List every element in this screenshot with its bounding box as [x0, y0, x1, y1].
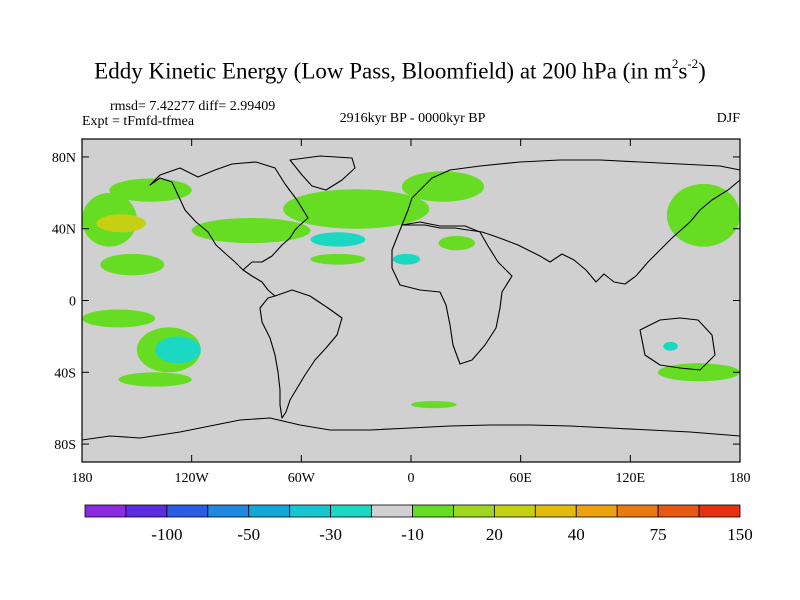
- coast-central-america: [242, 269, 276, 297]
- colorbar-box-14: [657, 504, 700, 518]
- colorbar-box-10: [493, 504, 536, 518]
- colorbar-label-6: 75: [650, 525, 667, 544]
- anomaly-region-18: [411, 400, 457, 409]
- anomaly-region-14: [155, 336, 201, 364]
- anomaly-region-1: [96, 214, 146, 233]
- colorbar-box-12: [575, 504, 618, 518]
- coast-antarctica: [82, 417, 740, 441]
- period-label: 2916kyr BP - 0000kyr BP: [339, 111, 486, 126]
- colorbar-box-5: [289, 504, 332, 518]
- colorbar-label-1: -50: [237, 525, 260, 544]
- y-tick-label-4: 80S: [54, 438, 76, 453]
- coast-africa: [391, 221, 513, 365]
- experiment-label: Expt = tFmfd-tfmea: [82, 114, 195, 129]
- chart-title: Eddy Kinetic Energy (Low Pass, Bloomfiel…: [94, 56, 706, 84]
- colorbar: -100 -50 -30 -10 20 40 75 150: [84, 504, 753, 544]
- x-tick-label-2: 60W: [288, 471, 316, 486]
- anomaly-region-7: [401, 171, 485, 202]
- coast-south-america: [259, 289, 343, 419]
- x-tick-label-4: 60E: [509, 471, 532, 486]
- x-tick-label-3: 0: [408, 471, 415, 486]
- anomaly-region-17: [663, 341, 678, 351]
- anomaly-region-10: [438, 235, 475, 251]
- y-tick-label-2: 0: [69, 295, 76, 310]
- colorbar-label-5: 40: [568, 525, 585, 544]
- coast-north-america: [149, 161, 309, 271]
- rmsd-diff-stats: rmsd= 7.42277 diff= 2.99409: [110, 99, 276, 114]
- season-label: DJF: [716, 111, 740, 126]
- anomaly-region-5: [283, 189, 430, 229]
- coast-greenland: [289, 155, 356, 191]
- colorbar-label-4: 20: [486, 525, 503, 544]
- colorbar-box-8: [412, 504, 454, 518]
- coast-eurasia: [401, 159, 740, 285]
- coast-australia: [639, 317, 716, 371]
- anomaly-region-12: [82, 309, 156, 328]
- x-tick-label-5: 120E: [616, 471, 646, 486]
- colorbar-label-7: 150: [727, 525, 753, 544]
- x-axis: 180 120W 60W 0 60E 120E 180: [72, 139, 751, 486]
- anomaly-region-6: [310, 232, 366, 247]
- y-tick-label-0: 80N: [52, 151, 76, 166]
- x-tick-label-1: 120W: [175, 471, 210, 486]
- colorbar-box-6: [330, 504, 372, 518]
- colorbar-box-15: [698, 504, 741, 518]
- anomaly-region-4: [191, 217, 311, 244]
- colorbar-box-13: [616, 504, 659, 518]
- colorbar-label-3: -10: [401, 525, 424, 544]
- anomaly-region-3: [100, 253, 165, 276]
- colorbar-label-2: -30: [319, 525, 342, 544]
- colorbar-box-11: [534, 504, 577, 518]
- x-tick-label-6: 180: [730, 471, 751, 486]
- colorbar-box-2: [166, 504, 209, 518]
- anomaly-region-2: [109, 178, 192, 202]
- colorbar-box-1: [125, 504, 168, 518]
- y-tick-label-3: 40S: [54, 366, 76, 381]
- colorbar-box-4: [248, 504, 291, 518]
- anomaly-region-9: [392, 253, 421, 265]
- anomaly-region-11: [666, 183, 740, 247]
- x-tick-label-0: 180: [72, 471, 93, 486]
- anomaly-region-15: [118, 372, 192, 387]
- anomaly-region-8: [310, 253, 366, 265]
- anomaly-layer: [82, 171, 740, 409]
- colorbar-box-9: [453, 504, 495, 518]
- y-axis: 80N 40N 0 40S 80S: [52, 151, 740, 453]
- y-tick-label-1: 40N: [52, 223, 76, 238]
- colorbar-label-0: -100: [151, 525, 182, 544]
- coastlines: [82, 155, 740, 441]
- colorbar-box-3: [207, 504, 250, 518]
- colorbar-box-0: [84, 504, 127, 518]
- colorbar-box-7: [371, 504, 413, 518]
